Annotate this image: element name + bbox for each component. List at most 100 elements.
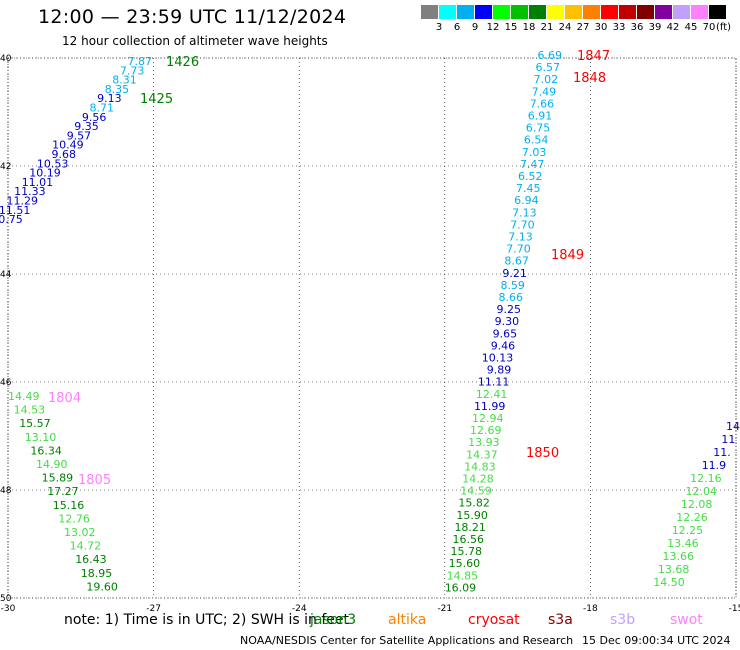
wave-height-value: 9.68 [52, 148, 77, 161]
longitude-label: -15 [729, 604, 740, 614]
wave-height-value: 14.59 [460, 485, 492, 498]
footer-note: note: 1) Time is in UTC; 2) SWH is in fe… [64, 612, 350, 628]
color-scale-label: 70 [702, 22, 716, 33]
color-scale-swatch [493, 5, 510, 19]
wave-height-value: 6.69 [538, 49, 563, 62]
wave-height-value: 11.01 [22, 176, 54, 189]
color-scale-swatch [547, 5, 564, 19]
wave-height-value: 11 [721, 433, 735, 446]
longitude-label: -30 [1, 604, 16, 614]
wave-height-value: 17.27 [47, 485, 78, 498]
pass-time-label: 1425 [140, 92, 173, 107]
color-scale-swatch [529, 5, 546, 19]
wave-height-value: 7.03 [522, 146, 547, 159]
wave-height-value: 7.49 [532, 85, 557, 98]
wave-height-value: 14.53 [14, 404, 45, 417]
wave-height-value: 14.90 [36, 458, 68, 471]
color-scale-label: 33 [612, 22, 626, 33]
latitude-label: 42 [0, 162, 11, 172]
wave-height-value: 12.04 [686, 485, 718, 498]
wave-height-value: 15.57 [19, 417, 51, 430]
wave-height-value: 13.10 [25, 431, 57, 444]
longitude-label: -24 [292, 604, 307, 614]
wave-height-value: 7.70 [506, 243, 531, 256]
wave-height-value: 15.16 [53, 499, 85, 512]
wave-height-value: 16.34 [30, 444, 62, 457]
wave-height-value: 11.51 [0, 204, 30, 217]
latitude-label: 50 [0, 594, 12, 604]
wave-height-value: 9.46 [491, 339, 516, 352]
latitude-label: 44 [0, 270, 12, 280]
wave-height-value: 12.25 [672, 524, 704, 537]
color-scale-label: 9 [471, 22, 479, 33]
wave-height-value: 9.21 [502, 267, 527, 280]
wave-height-value: 15.89 [42, 472, 74, 485]
pass-time-label: 1848 [573, 71, 606, 86]
color-scale-label: 36 [630, 22, 644, 33]
wave-height-value: 10.53 [37, 157, 69, 170]
wave-height-value: 7.13 [512, 206, 537, 219]
wave-height-value: 12.69 [470, 424, 502, 437]
longitude-label: -27 [146, 604, 161, 614]
wave-height-value: 14.72 [70, 540, 102, 553]
color-scale-label: 39 [648, 22, 662, 33]
wave-height-value: 8.59 [500, 279, 525, 292]
wave-height-value: 13.93 [468, 436, 500, 449]
wave-height-value: 16.43 [75, 553, 107, 566]
color-scale-swatch [439, 5, 456, 19]
map-frame [7, 57, 737, 599]
color-scale-swatch [583, 5, 600, 19]
color-scale-swatch [655, 5, 672, 19]
color-scale-label: 24 [558, 22, 572, 33]
wave-height-value: 7.47 [520, 158, 545, 171]
color-scale-swatch [637, 5, 654, 19]
wave-height-value: 11. [713, 446, 731, 459]
wave-height-value: 19.60 [86, 580, 118, 593]
wave-height-value: 12.16 [690, 472, 722, 485]
wave-height-value: 16.56 [453, 533, 485, 546]
longitude-label: -21 [437, 604, 452, 614]
wave-height-value: 14 [726, 420, 740, 433]
color-scale-swatch [511, 5, 528, 19]
color-scale-label: 42 [666, 22, 680, 33]
wave-height-value: 14.50 [653, 576, 685, 589]
color-scale-swatch [619, 5, 636, 19]
footer-credit: NOAA/NESDIS Center for Satellite Applica… [240, 634, 574, 647]
color-scale-label: 27 [576, 22, 590, 33]
color-scale-unit: (ft) [716, 22, 732, 33]
wave-height-value: 13.68 [658, 563, 690, 576]
wave-height-value: 14.85 [447, 569, 479, 582]
wave-height-value: 11.29 [7, 195, 39, 208]
wave-height-value: 12.26 [676, 511, 708, 524]
wave-height-value: 14.49 [8, 390, 40, 403]
wave-height-value: 9.56 [82, 111, 107, 124]
color-scale-label: 30 [594, 22, 608, 33]
satellite-legend-item: s3a [548, 612, 573, 628]
wave-height-value: 7.45 [516, 182, 541, 195]
wave-height-value: 11.33 [14, 185, 46, 198]
wave-height-value: 9.25 [497, 303, 522, 316]
wave-height-value: 8.67 [504, 255, 529, 268]
wave-height-value: 13.46 [667, 537, 699, 550]
wave-height-value: 9.65 [493, 327, 518, 340]
wave-height-value: 18.95 [81, 567, 113, 580]
wave-height-value: 15.60 [449, 557, 481, 570]
wave-height-value: 18.21 [454, 521, 486, 534]
pass-time-label: 1426 [166, 55, 199, 70]
pass-time-label: 1804 [48, 391, 81, 406]
wave-height-value: 6.57 [536, 61, 561, 74]
latitude-label: 40 [0, 54, 12, 64]
wave-height-value: 9.89 [487, 364, 512, 377]
color-scale-swatch [475, 5, 492, 19]
wave-height-value: 14.37 [466, 448, 498, 461]
pass-time-label: 1850 [526, 446, 559, 461]
wave-height-value: 7.13 [508, 231, 533, 244]
wave-height-value: 7.87 [128, 55, 153, 68]
wave-height-value: 6.75 [526, 122, 551, 135]
wave-height-value: 10.75 [0, 213, 23, 226]
color-scale-label: 21 [540, 22, 554, 33]
color-scale-swatch [565, 5, 582, 19]
wave-height-value: 14.28 [462, 473, 494, 486]
wave-height-value: 6.52 [518, 170, 543, 183]
